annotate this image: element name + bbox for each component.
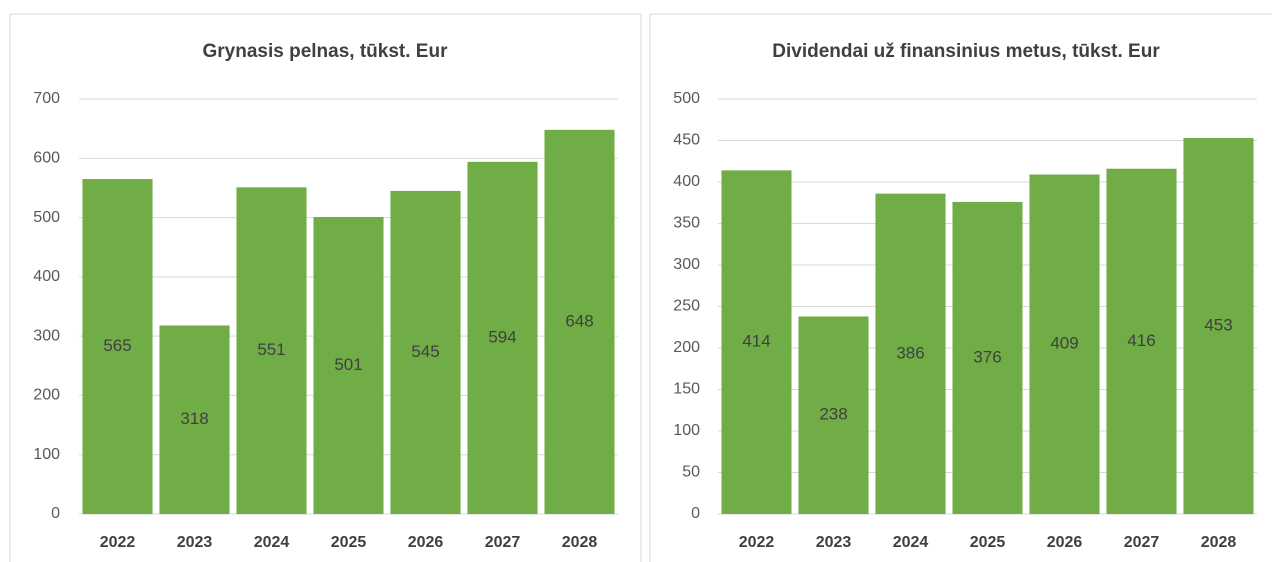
data-label: 386	[896, 343, 924, 362]
data-label: 501	[334, 355, 362, 374]
y-tick-label: 500	[673, 90, 700, 107]
data-label: 551	[257, 340, 285, 359]
data-label: 376	[973, 347, 1001, 366]
y-tick-label: 500	[33, 209, 60, 226]
bar	[798, 316, 869, 514]
x-tick-label: 2027	[485, 534, 521, 551]
data-label: 238	[819, 405, 847, 424]
bar	[390, 190, 461, 514]
x-tick-label: 2023	[816, 534, 852, 551]
panel-border	[649, 13, 1272, 562]
y-tick-label: 250	[673, 298, 700, 315]
bar	[1183, 138, 1254, 514]
y-tick-label: 200	[673, 339, 700, 356]
x-tick-label: 2022	[739, 534, 775, 551]
y-tick-label: 0	[691, 505, 700, 522]
data-label: 318	[180, 409, 208, 428]
x-tick-label: 2027	[1124, 534, 1160, 551]
data-label: 453	[1204, 315, 1232, 334]
bar	[467, 161, 538, 515]
y-tick-label: 150	[673, 381, 700, 398]
y-tick-label: 600	[33, 150, 60, 167]
bar	[159, 325, 230, 514]
data-label: 565	[103, 336, 131, 355]
y-tick-label: 400	[33, 268, 60, 285]
y-tick-label: 200	[33, 387, 60, 404]
bar	[544, 129, 615, 515]
panel-border	[9, 13, 642, 562]
x-tick-label: 2025	[970, 534, 1006, 551]
x-tick-label: 2026	[1047, 534, 1083, 551]
bar	[1106, 168, 1177, 514]
y-tick-label: 0	[51, 505, 60, 522]
data-label: 414	[742, 332, 770, 351]
bar	[313, 216, 384, 514]
chart-title: Dividendai už finansinius metus, tūkst. …	[772, 41, 1160, 62]
x-tick-label: 2023	[177, 534, 213, 551]
x-tick-label: 2028	[1201, 534, 1237, 551]
x-tick-label: 2022	[100, 534, 136, 551]
y-tick-label: 350	[673, 215, 700, 232]
data-label: 648	[565, 311, 593, 330]
bar	[1029, 174, 1100, 514]
x-tick-label: 2026	[408, 534, 444, 551]
y-tick-label: 50	[682, 464, 700, 481]
y-tick-label: 300	[673, 256, 700, 273]
bar	[721, 170, 792, 514]
y-tick-label: 700	[33, 90, 60, 107]
chart-title: Grynasis pelnas, tūkst. Eur	[203, 41, 449, 62]
y-tick-label: 450	[673, 132, 700, 149]
bar	[952, 201, 1023, 515]
x-tick-label: 2024	[254, 534, 290, 551]
bar	[236, 187, 307, 515]
bar	[875, 193, 946, 514]
y-tick-label: 100	[673, 422, 700, 439]
data-label: 409	[1050, 334, 1078, 353]
x-tick-label: 2025	[331, 534, 367, 551]
x-tick-label: 2028	[562, 534, 598, 551]
y-tick-label: 300	[33, 327, 60, 344]
data-label: 545	[411, 342, 439, 361]
x-tick-label: 2024	[893, 534, 929, 551]
bar	[82, 179, 153, 515]
y-tick-label: 400	[673, 173, 700, 190]
data-label: 594	[488, 327, 516, 346]
y-tick-label: 100	[33, 446, 60, 463]
data-label: 416	[1127, 331, 1155, 350]
